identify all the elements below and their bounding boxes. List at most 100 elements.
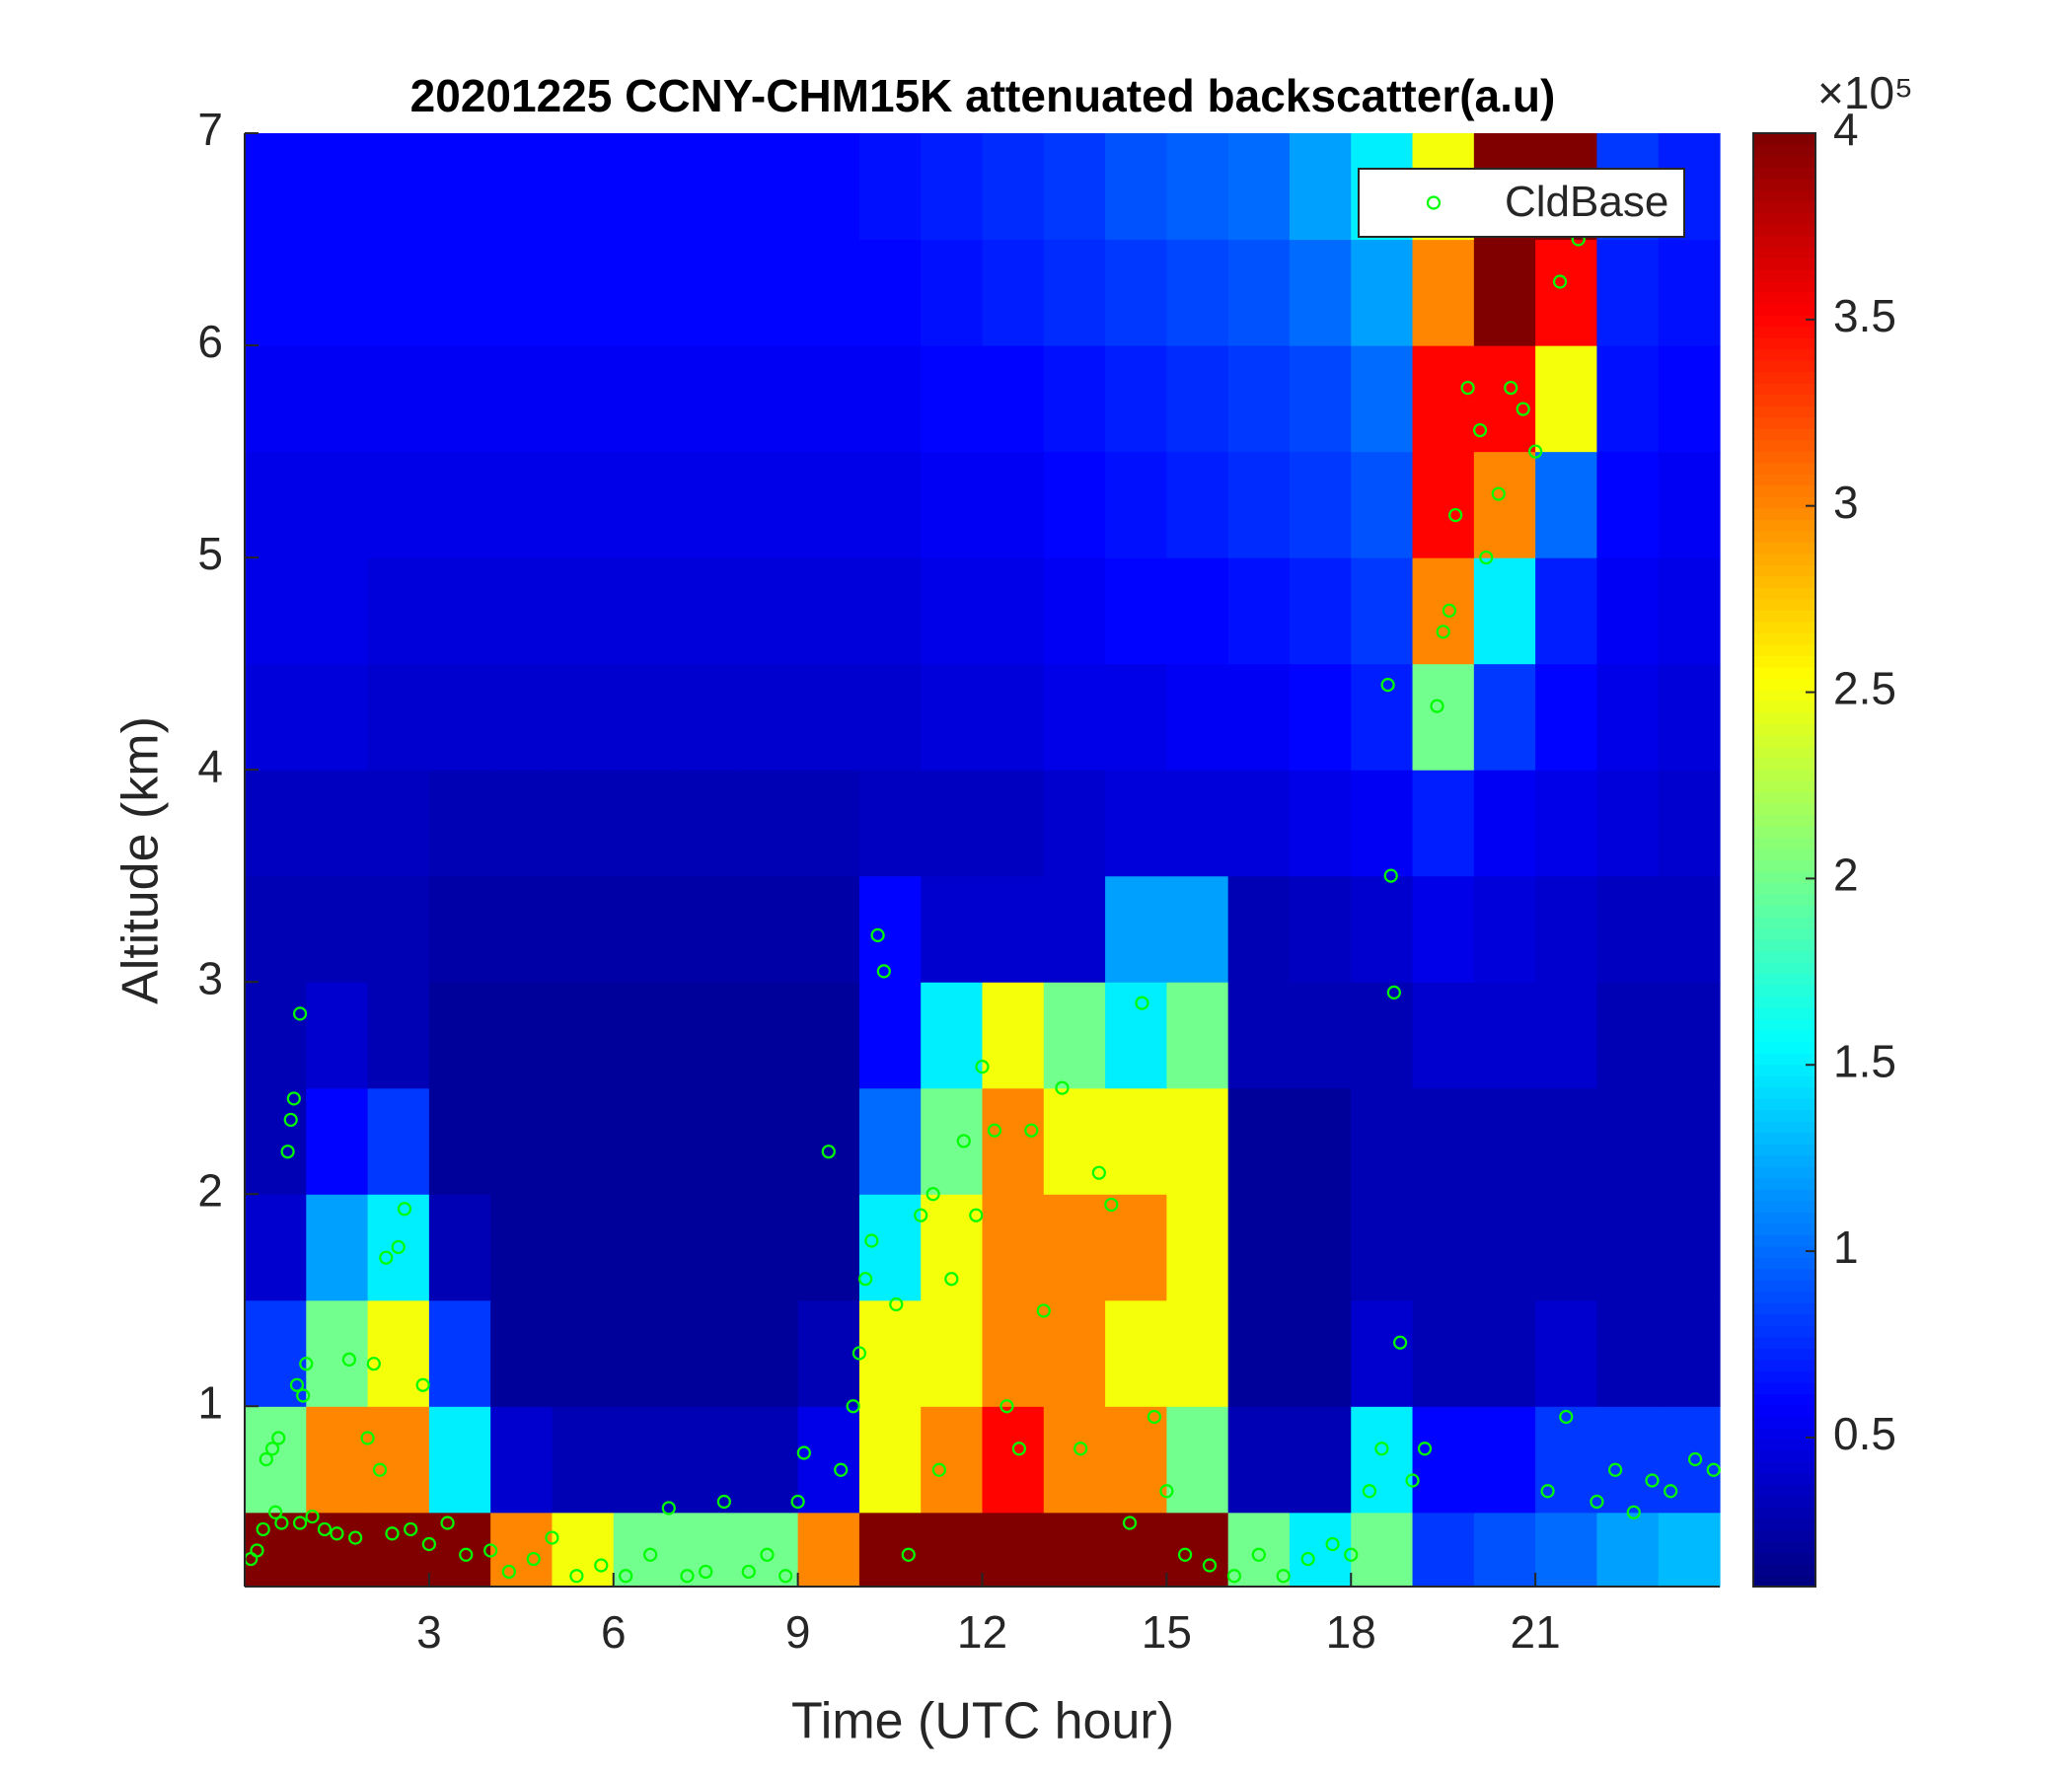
heatmap-cell	[1535, 770, 1598, 877]
heatmap-cell	[797, 1299, 860, 1407]
heatmap-cell	[982, 1194, 1045, 1301]
heatmap-cell	[1227, 1194, 1291, 1301]
heatmap-cell	[1227, 557, 1291, 665]
colorbar-step	[1753, 179, 1815, 191]
heatmap-cell	[1105, 133, 1167, 241]
heatmap-cell	[1105, 1299, 1167, 1407]
colorbar-step	[1753, 587, 1815, 600]
x-tick-label: 3	[416, 1606, 442, 1658]
cloud-base-point	[1552, 274, 1568, 289]
heatmap-cell	[1658, 239, 1721, 346]
heatmap-cell	[1535, 345, 1598, 453]
heatmap-cell	[552, 133, 615, 241]
heatmap-cell	[736, 1406, 799, 1514]
y-tick-label: 7	[197, 104, 223, 155]
cloud-base-point	[421, 1536, 436, 1552]
colorbar-step	[1753, 1439, 1815, 1451]
cloud-base-point	[1442, 603, 1457, 618]
colorbar-step	[1753, 1381, 1815, 1394]
heatmap-cell	[245, 982, 307, 1089]
heatmap-cell	[675, 133, 737, 241]
heatmap-cell	[675, 239, 737, 346]
cloud-base-point	[796, 1445, 811, 1460]
cloud-base-point	[1122, 1516, 1138, 1530]
heatmap-cell	[1412, 345, 1475, 453]
colorbar-step	[1753, 1336, 1815, 1349]
heatmap-cell	[367, 345, 430, 453]
heatmap-cell	[858, 345, 922, 453]
colorbar-step	[1753, 1189, 1815, 1202]
heatmap-cell	[736, 133, 799, 241]
cloud-base-point	[305, 1509, 320, 1524]
cloud-base-point	[501, 1564, 516, 1580]
colorbar-step	[1753, 882, 1815, 895]
heatmap-cell	[797, 345, 860, 453]
colorbar-step	[1753, 689, 1815, 702]
heatmap-cell	[1166, 1406, 1229, 1514]
heatmap-cell	[921, 1512, 984, 1588]
heatmap-cell	[1535, 451, 1598, 558]
cloud-base-point	[483, 1543, 498, 1558]
cloud-base-point	[1159, 1484, 1174, 1499]
colorbar-step	[1753, 1404, 1815, 1417]
colorbar-step	[1753, 1427, 1815, 1440]
heatmap-cell	[1166, 1194, 1229, 1301]
x-tick-label: 15	[1142, 1606, 1192, 1658]
colorbar-step	[1753, 723, 1815, 736]
heatmap-cell	[552, 345, 615, 453]
heatmap-cell	[797, 451, 860, 558]
heatmap-cell	[1658, 982, 1721, 1089]
x-tick-label: 9	[785, 1606, 811, 1658]
heatmap-cell	[736, 1194, 799, 1301]
heatmap-cell	[552, 239, 615, 346]
heatmap-cell	[428, 1299, 491, 1407]
colorbar-tick-label: 0.5	[1833, 1408, 1896, 1459]
heatmap-cell	[982, 345, 1045, 453]
heatmap-cell	[1473, 982, 1536, 1089]
colorbar-step	[1753, 598, 1815, 611]
cloud-base-point	[415, 1377, 430, 1392]
colorbar-step	[1753, 950, 1815, 963]
heatmap-cell	[306, 1512, 369, 1588]
heatmap-cell	[1043, 1512, 1106, 1588]
heatmap-cell	[1166, 770, 1229, 877]
heatmap-cell	[552, 1299, 615, 1407]
heatmap-cell	[428, 345, 491, 453]
heatmap-cell	[858, 239, 922, 346]
heatmap-cell	[1289, 1299, 1352, 1407]
heatmap-cell	[1658, 557, 1721, 665]
heatmap-cell	[1289, 770, 1352, 877]
heatmap-cell	[428, 1087, 491, 1195]
colorbar-step	[1753, 575, 1815, 588]
cloud-base-point	[821, 1145, 836, 1159]
colorbar-step	[1753, 1212, 1815, 1224]
heatmap-cell	[490, 982, 554, 1089]
colorbar-step	[1753, 711, 1815, 725]
cloud-base-point	[256, 1521, 270, 1537]
colorbar-step	[1753, 1575, 1815, 1588]
heatmap-cell	[1043, 1299, 1106, 1407]
heatmap-cell	[1658, 1087, 1721, 1195]
colorbar-step	[1753, 1257, 1815, 1270]
colorbar-step	[1753, 530, 1815, 543]
colorbar-step	[1753, 1268, 1815, 1281]
cloud-base-point	[1055, 1080, 1070, 1095]
cloud-base-point	[1559, 1409, 1574, 1425]
heatmap-cell	[736, 557, 799, 665]
heatmap-cell	[921, 239, 984, 346]
heatmap-cell	[245, 1194, 307, 1301]
heatmap-cell	[1473, 1087, 1536, 1195]
heatmap-cell	[490, 1512, 554, 1588]
heatmap-cell	[1351, 1299, 1414, 1407]
y-tick-label: 5	[197, 528, 223, 579]
cloud-base-point	[969, 1208, 984, 1222]
cloud-base-point	[330, 1526, 344, 1541]
heatmap-cell	[1043, 451, 1106, 558]
heatmap-cell	[245, 133, 307, 241]
cloud-base-point	[680, 1569, 695, 1584]
colorbar-step	[1753, 371, 1815, 384]
y-tick-label: 4	[197, 740, 223, 791]
heatmap-cell	[428, 875, 491, 983]
heatmap-cell	[797, 1406, 860, 1514]
colorbar-frame	[1752, 132, 1816, 1588]
